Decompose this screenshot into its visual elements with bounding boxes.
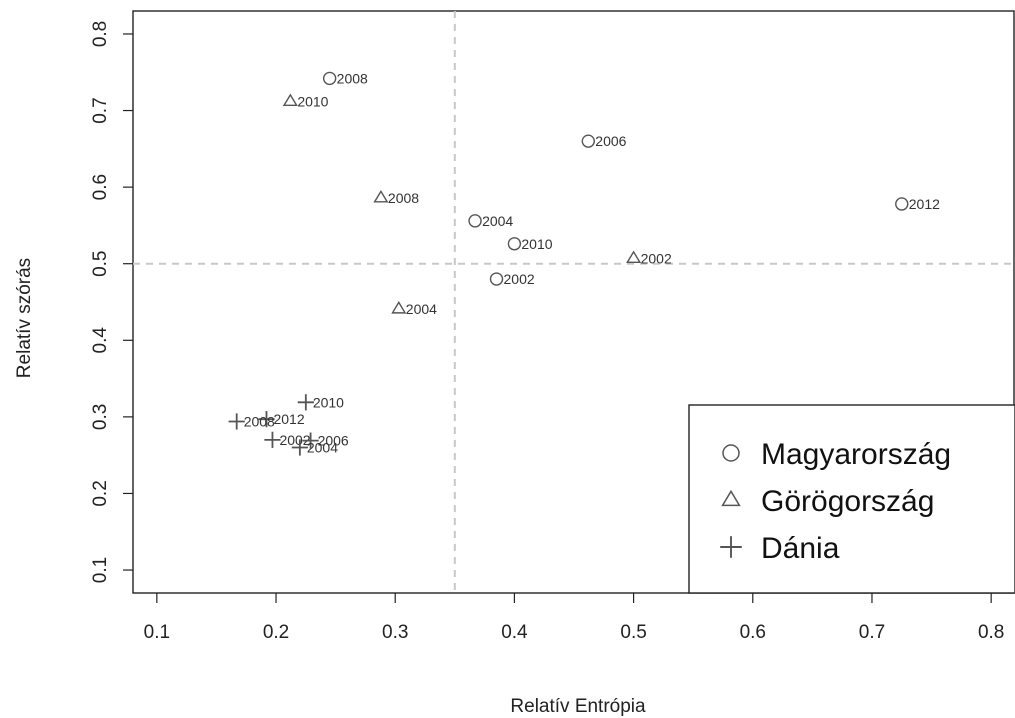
point-label: 2008 (388, 190, 419, 206)
point-label: 2010 (313, 394, 344, 410)
point-label: 2012 (909, 196, 940, 212)
point-label: 2006 (595, 133, 626, 149)
point-label: 2002 (641, 250, 672, 266)
point-label: 2008 (244, 413, 275, 429)
triangle-point (373, 189, 389, 203)
legend-label: Magyarország (761, 438, 951, 471)
x-tick-label: 0.6 (740, 622, 766, 643)
point-label: 2004 (406, 301, 437, 317)
point-label: 2010 (297, 93, 328, 109)
triangle-point (282, 93, 298, 107)
y-tick-label: 0.6 (90, 174, 111, 200)
legend: Magyarország Görögország Dánia (688, 404, 1015, 594)
x-tick-label: 0.5 (620, 622, 646, 643)
plus-point (264, 431, 281, 448)
triangle-point (626, 250, 642, 264)
circle-point (489, 272, 504, 286)
plus-point (228, 413, 245, 430)
legend-circle-icon (722, 444, 740, 462)
circle-point (507, 237, 522, 251)
legend-plus-icon (720, 536, 742, 558)
legend-label: Dánia (761, 532, 840, 565)
point-label: 2006 (318, 433, 349, 449)
plus-point (258, 411, 275, 428)
y-tick-label: 0.7 (90, 97, 111, 123)
circle-point (895, 197, 909, 211)
y-tick-label: 0.1 (90, 557, 111, 583)
x-tick-label: 0.7 (859, 622, 885, 643)
y-tick-label: 0.8 (90, 21, 111, 47)
point-label: 2002 (279, 432, 310, 448)
point-label: 2002 (504, 271, 535, 287)
circle-point (468, 214, 482, 228)
legend-box (688, 404, 1015, 594)
point-label: 2004 (307, 440, 338, 456)
y-tick-label: 0.4 (90, 327, 111, 354)
y-tick-label: 0.3 (90, 404, 111, 430)
x-tick-label: 0.1 (144, 622, 170, 643)
x-axis-title: Relatív Entrópia (510, 696, 646, 717)
circle-point (322, 71, 337, 86)
point-label: 2004 (482, 213, 513, 229)
plus-point (297, 394, 314, 411)
x-tick-label: 0.4 (501, 622, 528, 643)
plot-area: 0.1 0.2 0.3 0.4 0.5 0.6 0.7 0.8 0.1 0.2 0.3 0.4 0.5 0… (90, 10, 1015, 643)
x-tick-label: 0.8 (978, 622, 1004, 643)
triangle-point (391, 301, 407, 314)
y-tick-label: 0.5 (90, 250, 111, 276)
plus-point (291, 439, 308, 456)
x-tick-label: 0.3 (382, 622, 408, 643)
legend-label: Görögország (761, 485, 934, 518)
plot-frame (132, 10, 1015, 594)
legend-triangle-icon (721, 489, 741, 507)
x-tick-label: 0.2 (263, 622, 289, 643)
point-label: 2008 (337, 70, 368, 86)
circle-point (581, 134, 596, 148)
point-label: 2010 (521, 236, 552, 252)
plus-point (302, 432, 319, 449)
y-axis-title: Relatív szórás (14, 258, 35, 378)
y-tick-label: 0.2 (90, 480, 111, 506)
point-label: 2012 (273, 411, 304, 427)
